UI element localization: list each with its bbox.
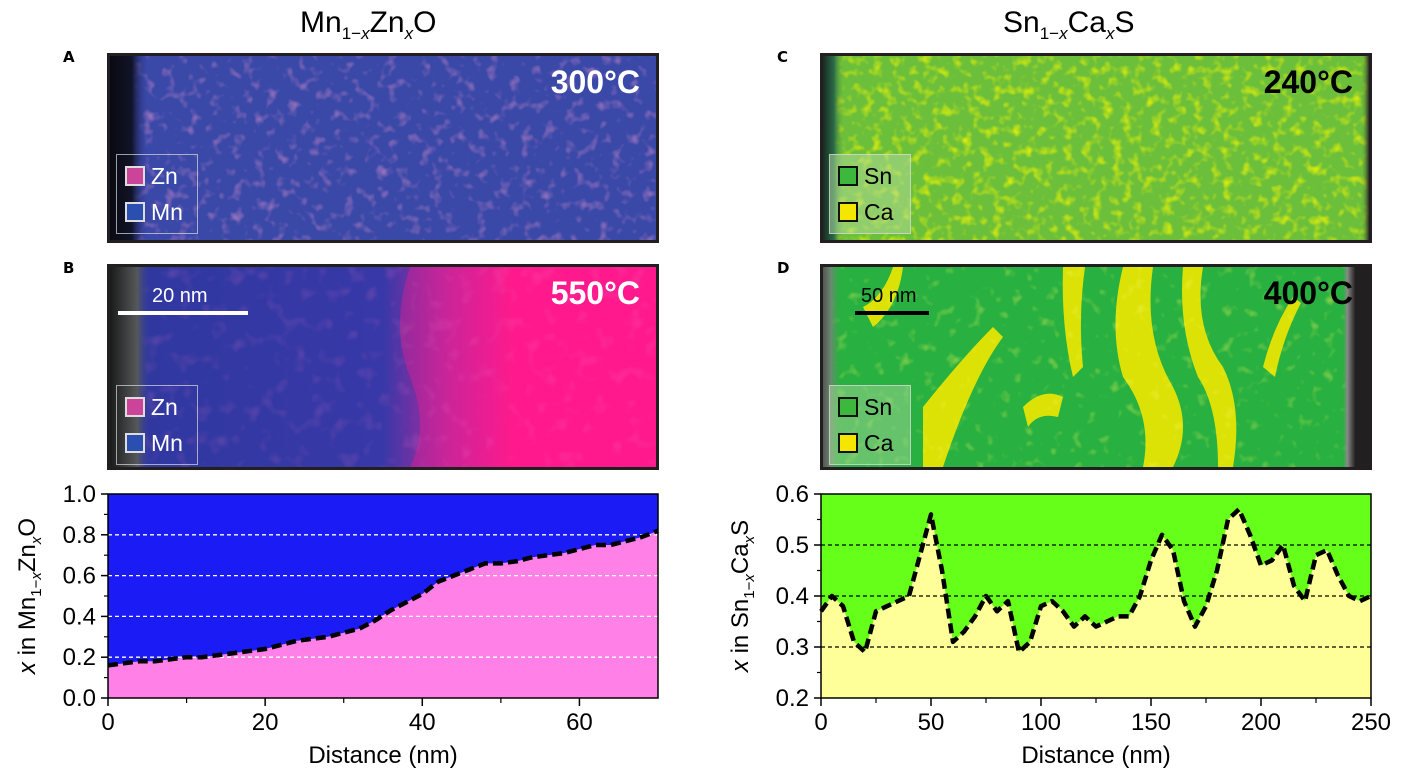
chart-right: 0 50 100 150 200 250 0.2 0.3 0.4 0.5 0.6 Distance (… xyxy=(727,481,1391,769)
y-tick-label: 0.0 xyxy=(63,685,96,712)
right-column-title: Sn1−xCaxS xyxy=(1003,6,1135,43)
y-tick-label: 0.4 xyxy=(63,603,96,630)
legend-row-zn: Zn xyxy=(125,163,178,189)
x-tick-label: 250 xyxy=(1351,709,1391,736)
legend-label-mn: Mn xyxy=(151,198,183,225)
legend-c: Sn Ca xyxy=(829,154,911,234)
y-label-text: in Mn xyxy=(14,597,41,662)
ca-swatch xyxy=(838,202,858,222)
ca-swatch xyxy=(838,433,858,453)
x-tick-label: 150 xyxy=(1131,709,1171,736)
x-tick-label: 60 xyxy=(566,709,593,736)
legend-label-mn: Mn xyxy=(151,429,183,456)
composition-area xyxy=(821,509,1371,698)
x-tick-label: 50 xyxy=(918,709,945,736)
x-tick-label: 0 xyxy=(101,709,114,736)
sn-swatch xyxy=(838,397,858,417)
legend-row-mn: Mn xyxy=(125,430,183,456)
y-tick-label: 0.2 xyxy=(776,685,809,712)
scalebar-label-d: 50 nm xyxy=(861,285,917,307)
y-tick-label: 0.4 xyxy=(776,583,809,610)
legend-row-ca: Ca xyxy=(838,199,893,225)
x-axis-label: Distance (nm) xyxy=(1021,742,1170,769)
sn-swatch xyxy=(838,166,858,186)
zn-swatch xyxy=(125,397,145,417)
y-label-sub-var: x xyxy=(28,572,45,581)
legend-b: Zn Mn xyxy=(116,385,198,465)
y-tick-label: 0.6 xyxy=(63,563,96,590)
map-a-image xyxy=(110,56,656,240)
y-tick-label: 0.8 xyxy=(63,522,96,549)
y-label-sub-var: x xyxy=(28,536,45,545)
x-tick-label: 200 xyxy=(1241,709,1281,736)
legend-a: Zn Mn xyxy=(116,154,198,234)
legend-row-mn: Mn xyxy=(125,199,183,225)
y-tick-label: 0.6 xyxy=(776,481,809,508)
composition-profile-line xyxy=(107,528,659,668)
y-label-var: x xyxy=(727,659,754,673)
composition-area xyxy=(108,530,658,698)
legend-label-ca: Ca xyxy=(864,429,894,456)
legend-row-zn: Zn xyxy=(125,394,178,420)
map-panel-b: 20 nm 550°C Zn Mn xyxy=(107,264,659,470)
temperature-label-b: 550°C xyxy=(550,275,640,311)
y-label-text: S xyxy=(727,520,754,536)
temperature-label-d: 400°C xyxy=(1263,275,1353,311)
scalebar-b xyxy=(118,311,248,315)
y-axis-label: x in Sn1−xCaxS xyxy=(727,520,758,673)
x-tick-label: 100 xyxy=(1021,709,1061,736)
y-tick-label: 0.2 xyxy=(63,644,96,671)
legend-label-zn: Zn xyxy=(151,393,178,420)
legend-row-sn: Sn xyxy=(838,394,892,420)
mn-swatch xyxy=(125,202,145,222)
composition-profile-line xyxy=(819,507,1372,655)
panel-letter-d: D xyxy=(777,259,790,277)
map-panel-a: 300°C Zn Mn xyxy=(107,53,659,243)
scalebar-label-b: 20 nm xyxy=(152,285,208,307)
y-tick-label: 0.3 xyxy=(776,634,809,661)
x-tick-label: 20 xyxy=(252,709,279,736)
map-b-image xyxy=(110,267,656,467)
chart-left: 0 20 40 60 0.0 0.2 0.4 0.6 0.8 1.0 Distance (nm) x … xyxy=(14,481,659,769)
y-tick-label: 1.0 xyxy=(63,481,96,508)
x-tick-label: 0 xyxy=(814,709,827,736)
y-label-sub: 1− xyxy=(741,581,758,598)
y-label-text: in Sn xyxy=(727,599,754,660)
legend-label-ca: Ca xyxy=(864,198,894,225)
panel-letter-a: A xyxy=(63,48,75,66)
scalebar-d xyxy=(855,311,929,315)
x-axis-label: Distance (nm) xyxy=(308,742,457,769)
panel-letter-b: B xyxy=(63,259,75,277)
map-panel-c: 240°C Sn Ca xyxy=(820,53,1372,243)
y-label-text: Zn xyxy=(14,544,41,572)
y-label-sub-var: x xyxy=(741,574,758,583)
y-tick-label: 0.5 xyxy=(776,532,809,559)
x-tick-label: 40 xyxy=(409,709,436,736)
map-panel-d: 50 nm 400°C Sn Ca xyxy=(820,264,1372,470)
legend-label-zn: Zn xyxy=(151,162,178,189)
y-label-text: O xyxy=(14,518,41,537)
temperature-label-c: 240°C xyxy=(1263,64,1353,100)
map-c-image xyxy=(823,56,1369,240)
legend-label-sn: Sn xyxy=(864,393,893,420)
y-axis-label: x in Mn1−xZnxO xyxy=(14,518,45,675)
left-column-title: Mn1−xZnxO xyxy=(300,6,437,43)
y-label-text: Ca xyxy=(727,543,754,574)
legend-row-sn: Sn xyxy=(838,163,892,189)
temperature-label-a: 300°C xyxy=(550,64,640,100)
y-label-sub-var: x xyxy=(741,535,758,544)
legend-d: Sn Ca xyxy=(829,385,911,465)
panel-letter-c: C xyxy=(777,48,789,66)
legend-label-sn: Sn xyxy=(864,162,893,189)
legend-row-ca: Ca xyxy=(838,430,893,456)
zn-swatch xyxy=(125,166,145,186)
y-label-sub: 1− xyxy=(28,579,45,596)
y-label-var: x xyxy=(14,661,41,675)
mn-swatch xyxy=(125,433,145,453)
